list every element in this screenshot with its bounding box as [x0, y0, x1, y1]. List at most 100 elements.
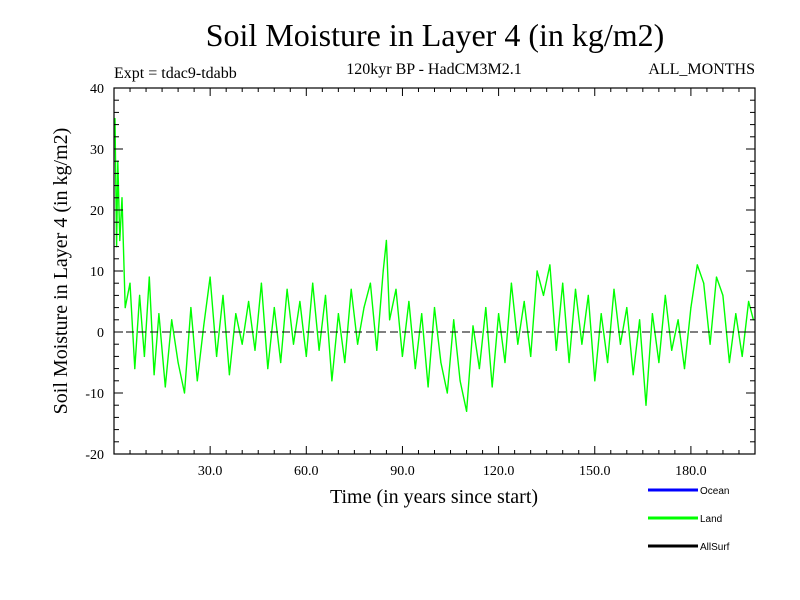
data-point [607, 361, 609, 364]
data-point [190, 307, 192, 309]
experiment-label: Expt = tdac9-tdabb [114, 65, 237, 82]
data-point [357, 343, 359, 345]
data-point [385, 239, 387, 242]
data-point [119, 239, 121, 242]
data-point [587, 294, 589, 296]
data-point [124, 307, 126, 309]
data-point [683, 368, 686, 370]
data-point [121, 197, 123, 199]
data-point [626, 307, 628, 309]
data-point [459, 380, 461, 382]
data-point [203, 325, 205, 327]
data-point [453, 319, 455, 321]
data-point [280, 361, 282, 364]
data-point [696, 264, 698, 266]
data-point [260, 282, 262, 284]
data-point [222, 294, 224, 296]
data-point [523, 300, 525, 303]
data-point [581, 343, 583, 345]
data-point [177, 361, 179, 364]
months-label: ALL_MONTHS [648, 61, 755, 78]
data-point [715, 276, 718, 278]
data-point [216, 355, 218, 357]
data-point [735, 313, 737, 315]
data-point [401, 355, 403, 357]
data-point [134, 368, 136, 370]
data-point [292, 343, 295, 345]
data-point [209, 276, 211, 278]
data-point [709, 343, 711, 345]
data-point [741, 355, 743, 357]
data-point [241, 343, 243, 345]
data-point [143, 355, 145, 357]
y-tick-label: 10 [90, 265, 104, 280]
legend: Ocean Land AllSurf [648, 486, 730, 553]
data-point [171, 319, 173, 321]
data-point [299, 300, 301, 303]
data-point [722, 294, 724, 296]
data-point [363, 307, 365, 309]
data-point [114, 117, 116, 120]
y-tick-label: 30 [90, 143, 104, 158]
data-point [427, 386, 429, 388]
legend-label-allsurf: AllSurf [700, 542, 730, 553]
data-point [639, 319, 641, 321]
data-point [562, 282, 564, 284]
data-point [148, 276, 150, 278]
data-point [331, 380, 333, 382]
data-point [510, 282, 512, 284]
data-point [228, 374, 230, 376]
data-point [530, 355, 532, 357]
data-point [235, 313, 237, 315]
data-point [421, 313, 423, 315]
x-tick-label: 90.0 [390, 464, 415, 479]
data-point [651, 313, 654, 315]
data-point [632, 374, 634, 376]
data-point [645, 404, 647, 406]
data-point [748, 300, 750, 303]
legend-label-land: Land [700, 514, 722, 525]
data-point [728, 361, 731, 364]
data-point [517, 343, 519, 345]
data-point [196, 380, 198, 382]
plot-area: 30.0 60.0 90.0 120.0 150.0 180.0 -20 -10 0 10 20 30… [85, 82, 755, 479]
data-point [536, 270, 538, 272]
data-point [478, 368, 480, 370]
data-point [491, 386, 493, 388]
y-tick-label: 40 [90, 82, 104, 97]
data-point [129, 282, 131, 284]
data-point [153, 374, 155, 376]
data-point [498, 313, 500, 315]
data-point [389, 319, 391, 321]
x-axis-label: Time (in years since start) [330, 486, 538, 508]
data-point [690, 307, 692, 309]
data-point [664, 294, 666, 296]
x-tick-label: 60.0 [294, 464, 319, 479]
data-point [542, 294, 545, 296]
y-tick-label: -10 [85, 387, 104, 402]
data-point [485, 307, 487, 309]
data-point [568, 361, 570, 364]
data-point [594, 380, 596, 382]
series-line-land [114, 118, 755, 412]
data-point [369, 282, 371, 284]
data-point [408, 300, 410, 303]
data-point [344, 361, 346, 364]
data-point [658, 361, 660, 364]
x-tick-label: 30.0 [198, 464, 223, 479]
legend-label-ocean: Ocean [700, 486, 729, 497]
data-point [254, 349, 256, 351]
data-point [376, 349, 378, 351]
y-tick-label: 20 [90, 204, 104, 219]
data-point [433, 307, 436, 309]
data-point [703, 282, 705, 284]
data-point [286, 288, 288, 290]
data-point [312, 282, 314, 284]
data-point [549, 264, 551, 266]
data-point [619, 343, 622, 345]
data-point [164, 386, 166, 388]
data-point [324, 294, 327, 296]
data-point [395, 288, 397, 290]
data-point [472, 325, 474, 327]
data-point [382, 270, 384, 272]
